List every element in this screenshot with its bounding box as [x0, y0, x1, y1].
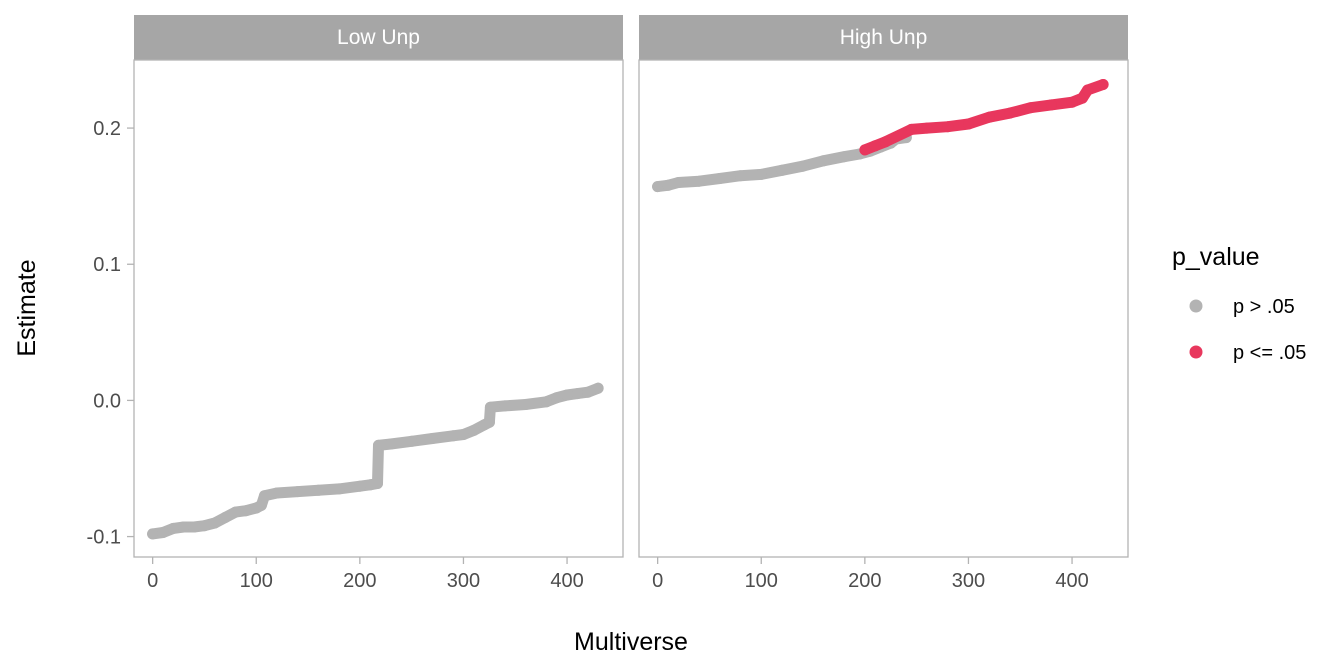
data-point	[198, 520, 210, 532]
data-point	[672, 177, 684, 188]
data-point	[484, 401, 496, 413]
x-tick-label: 100	[745, 570, 778, 592]
data-point	[592, 382, 604, 394]
data-point	[385, 438, 397, 450]
data-point	[209, 517, 221, 529]
x-tick-label: 300	[952, 570, 985, 592]
series-p-gt-05	[147, 382, 604, 540]
data-point	[652, 181, 664, 193]
data-point	[561, 389, 573, 401]
data-point	[147, 528, 159, 540]
y-axis: -0.1 0.0 0.1 0.2	[87, 118, 134, 549]
x-tick-label: 100	[240, 570, 273, 592]
data-point	[540, 396, 552, 408]
x-axis: 0 100 200 300 400	[652, 557, 1089, 592]
data-point	[869, 140, 881, 152]
data-point	[520, 399, 532, 410]
data-point	[447, 430, 459, 442]
panel-high-unp: High Unp 0 100 200 300 400	[638, 15, 1129, 592]
x-tick-label: 200	[343, 570, 376, 592]
legend: p_value p > .05 p <= .05	[1172, 243, 1306, 364]
data-point	[188, 521, 200, 533]
data-point	[942, 121, 954, 133]
data-point	[797, 160, 809, 172]
strip-background	[639, 15, 1128, 60]
data-point	[167, 522, 179, 534]
legend-title: p_value	[1172, 243, 1260, 271]
data-point	[373, 439, 384, 451]
data-point	[219, 512, 231, 523]
y-tick-label: 0.2	[93, 118, 121, 140]
x-tick-label: 400	[550, 570, 583, 592]
x-tick-label: 400	[1055, 570, 1088, 592]
data-point	[458, 429, 469, 440]
data-point	[921, 122, 933, 134]
strip-label-low-unp: Low Unp	[337, 26, 420, 49]
data-point	[714, 173, 726, 184]
data-point	[406, 435, 418, 447]
data-point	[157, 527, 169, 538]
data-point	[259, 490, 270, 502]
data-point	[255, 499, 267, 511]
y-tick-label: 0.0	[93, 390, 121, 412]
strip-background	[134, 15, 623, 60]
y-tick-label: 0.1	[93, 254, 121, 276]
data-point	[292, 486, 304, 498]
data-point	[755, 168, 767, 180]
data-point	[354, 480, 366, 492]
data-point	[1025, 102, 1037, 114]
legend-key-p-gt-05	[1189, 299, 1203, 313]
data-point	[1076, 92, 1088, 104]
data-point	[1097, 79, 1109, 90]
data-point	[571, 388, 583, 400]
data-point	[838, 151, 850, 163]
points-layer	[652, 79, 1109, 193]
data-point	[499, 400, 511, 412]
strip-label-high-unp: High Unp	[840, 26, 928, 49]
data-point	[372, 478, 383, 489]
data-point	[551, 392, 563, 404]
data-point	[178, 521, 190, 533]
panel-border	[133, 59, 624, 558]
data-point	[1066, 96, 1078, 108]
data-point	[271, 487, 283, 499]
legend-label-p-le-05: p <= .05	[1233, 342, 1306, 364]
data-point	[880, 136, 892, 148]
data-point	[906, 123, 917, 135]
y-tick-label: -0.1	[87, 527, 121, 549]
data-point	[582, 386, 594, 398]
data-point	[817, 155, 829, 167]
legend-label-p-gt-05: p > .05	[1233, 296, 1295, 318]
data-point	[859, 144, 871, 156]
data-point	[333, 483, 345, 495]
y-axis-title: Estimate	[13, 259, 41, 356]
legend-key-p-le-05	[1189, 345, 1203, 359]
data-point	[312, 484, 324, 496]
data-point	[735, 170, 746, 182]
x-axis: 0 100 200 300 400	[147, 557, 584, 592]
data-point	[468, 424, 480, 436]
x-axis-title: Multiverse	[574, 628, 688, 656]
data-point	[230, 506, 241, 518]
data-point	[426, 433, 438, 444]
x-tick-label: 200	[848, 570, 881, 592]
data-point	[1045, 99, 1057, 111]
data-point	[963, 118, 974, 130]
x-tick-label: 0	[147, 570, 158, 592]
x-tick-label: 0	[652, 570, 663, 592]
points-layer	[147, 382, 604, 540]
panel-border	[638, 59, 1129, 558]
data-point	[483, 416, 495, 428]
data-point	[983, 111, 995, 123]
x-tick-label: 300	[447, 570, 480, 592]
data-point	[693, 175, 705, 187]
data-point	[1004, 107, 1016, 119]
data-point	[662, 179, 674, 191]
data-point	[776, 164, 788, 176]
panel-low-unp: Low Unp 0 100 200 300 400 -0.1 0.0 0.1 0.2	[87, 15, 624, 592]
data-point	[240, 505, 252, 517]
data-point	[1082, 84, 1094, 96]
